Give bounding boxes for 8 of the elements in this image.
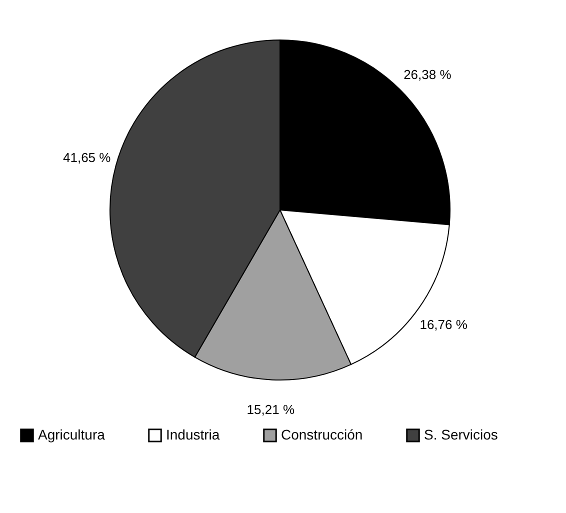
legend-label: S. Servicios: [424, 426, 498, 442]
legend-label: Construcción: [281, 426, 363, 442]
data-label: 16,76 %: [420, 317, 468, 332]
legend-label: Industria: [166, 426, 220, 442]
data-label: 41,65 %: [62, 150, 112, 166]
data-label: 15,21 %: [246, 402, 295, 417]
data-label: 26,38 %: [404, 66, 452, 82]
legend-label: Agricultura: [38, 426, 106, 442]
